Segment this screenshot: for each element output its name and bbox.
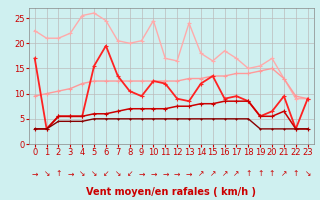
Text: →: → (67, 170, 74, 178)
Text: ↗: ↗ (210, 170, 216, 178)
Text: ↑: ↑ (269, 170, 275, 178)
Text: ↘: ↘ (79, 170, 85, 178)
Text: →: → (174, 170, 180, 178)
Text: ↘: ↘ (304, 170, 311, 178)
Text: ↙: ↙ (126, 170, 133, 178)
Text: →: → (186, 170, 192, 178)
Text: →: → (150, 170, 156, 178)
Text: ↑: ↑ (257, 170, 263, 178)
Text: ↙: ↙ (103, 170, 109, 178)
Text: ↑: ↑ (245, 170, 252, 178)
Text: ↘: ↘ (44, 170, 50, 178)
Text: →: → (138, 170, 145, 178)
Text: Vent moyen/en rafales ( km/h ): Vent moyen/en rafales ( km/h ) (86, 187, 256, 197)
Text: ↗: ↗ (198, 170, 204, 178)
Text: →: → (162, 170, 168, 178)
Text: ↑: ↑ (55, 170, 62, 178)
Text: ↘: ↘ (115, 170, 121, 178)
Text: ↗: ↗ (221, 170, 228, 178)
Text: →: → (32, 170, 38, 178)
Text: ↗: ↗ (281, 170, 287, 178)
Text: ↘: ↘ (91, 170, 97, 178)
Text: ↑: ↑ (292, 170, 299, 178)
Text: ↗: ↗ (233, 170, 240, 178)
